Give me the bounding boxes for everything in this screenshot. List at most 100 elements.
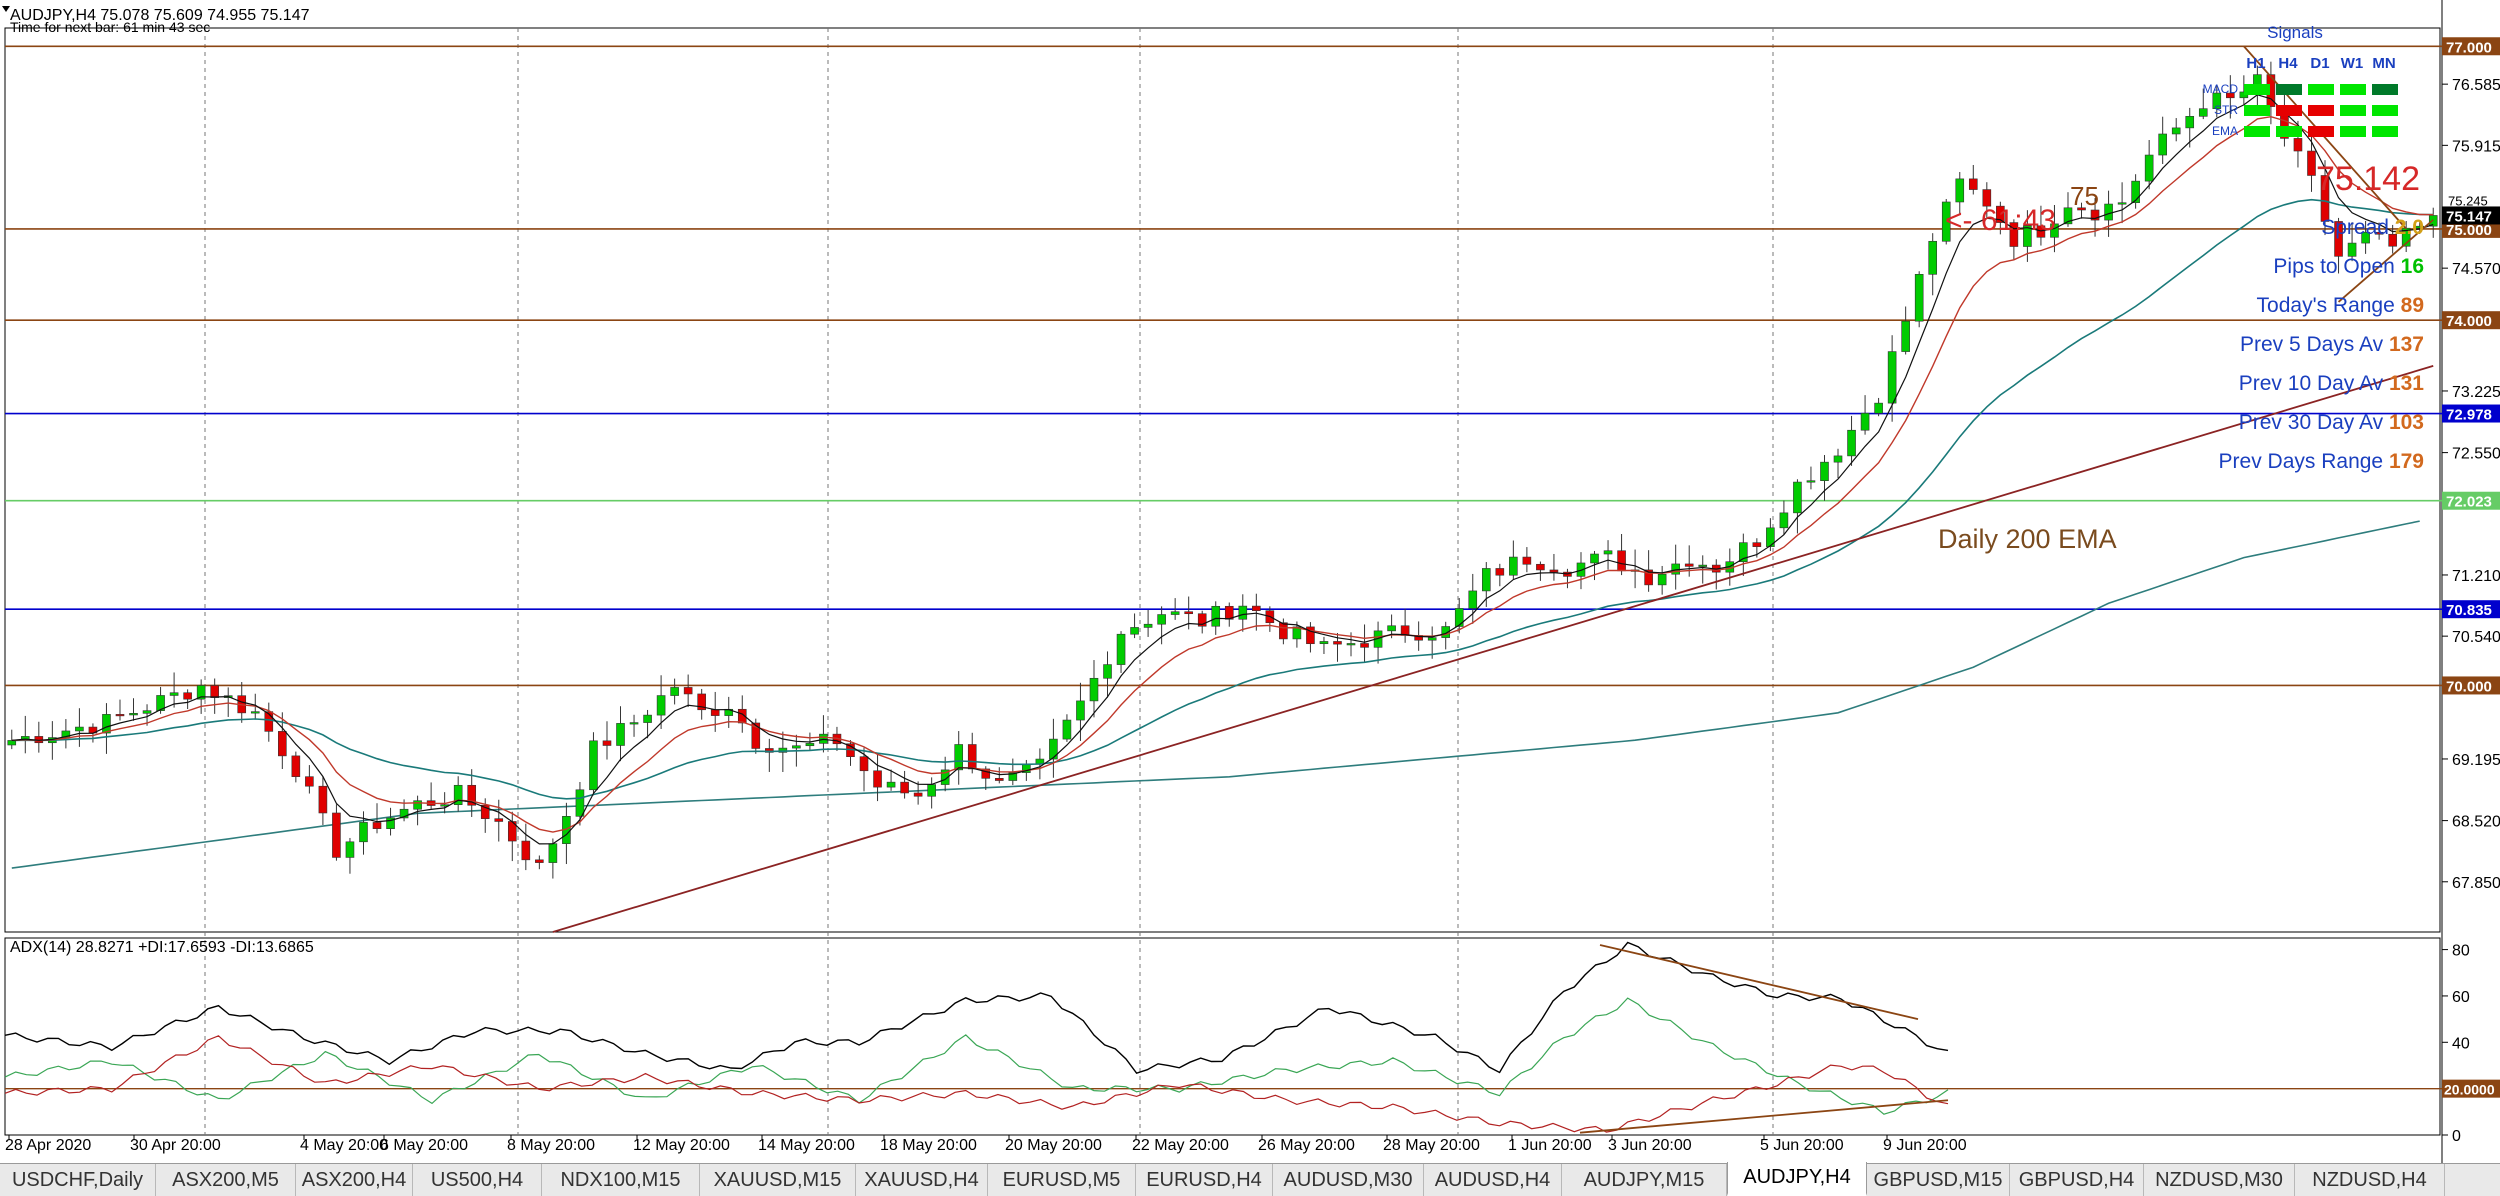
candle-body bbox=[1955, 178, 1965, 203]
candle-body bbox=[2023, 225, 2032, 247]
candle-body bbox=[602, 740, 612, 746]
candle-body bbox=[792, 745, 801, 749]
time-axis-label: 5 Jun 20:00 bbox=[1760, 1137, 1844, 1154]
candle-body bbox=[264, 711, 274, 732]
chart-tab-audjpy-m15[interactable]: AUDJPY,M15 bbox=[1562, 1164, 1727, 1196]
chart-tab-audjpy-h4[interactable]: AUDJPY,H4 bbox=[1727, 1162, 1867, 1196]
candle-body bbox=[372, 822, 382, 829]
candle-body bbox=[480, 804, 490, 819]
candle-body bbox=[129, 713, 138, 716]
time-axis-label: 8 May 20:00 bbox=[507, 1137, 595, 1154]
candle-body bbox=[1387, 625, 1396, 632]
candle-body bbox=[142, 710, 152, 714]
candle-body bbox=[2131, 180, 2140, 204]
signals-timeframe-mn: MN bbox=[2372, 55, 2395, 72]
candle-body bbox=[1522, 556, 1532, 565]
reference-level-label: 72.023 bbox=[2446, 494, 2492, 511]
candle-body bbox=[359, 822, 368, 843]
candle-body bbox=[1739, 542, 1748, 563]
ema-fast-line bbox=[11, 94, 2434, 845]
candle-body bbox=[2361, 231, 2370, 244]
candle-body bbox=[751, 722, 761, 749]
price-tick-label: 76.585 bbox=[2452, 77, 2500, 94]
info-row-value: 137 bbox=[2389, 333, 2424, 356]
candle-body bbox=[1103, 664, 1112, 679]
candle-body bbox=[535, 859, 544, 863]
candle-body bbox=[345, 841, 355, 858]
chart-tab-eurusd-h4[interactable]: EURUSD,H4 bbox=[1136, 1164, 1273, 1196]
signal-cell bbox=[2276, 84, 2302, 95]
candle-body bbox=[1982, 189, 1992, 207]
info-row: Prev 30 Day Av 103 bbox=[2239, 411, 2424, 434]
chart-tab-xauusd-h4[interactable]: XAUUSD,H4 bbox=[856, 1164, 988, 1196]
signals-row-label: STR bbox=[2214, 103, 2238, 117]
candle-body bbox=[453, 784, 463, 805]
adx-support-line[interactable] bbox=[1579, 1099, 1949, 1134]
candle-body bbox=[210, 685, 219, 698]
indicator-tick-label: 60 bbox=[2452, 989, 2470, 1006]
chart-tab-audusd-m30[interactable]: AUDUSD,M30 bbox=[1273, 1164, 1424, 1196]
bar-timer-text: Time for next bar: 61 min 43 sec bbox=[10, 19, 210, 35]
chart-tab-gbpusd-h4[interactable]: GBPUSD,H4 bbox=[2010, 1164, 2144, 1196]
signal-cell bbox=[2340, 126, 2366, 137]
candle-body bbox=[1008, 772, 1018, 781]
candle-body bbox=[2307, 150, 2316, 176]
signal-cell bbox=[2372, 84, 2398, 95]
time-axis-label: 22 May 20:00 bbox=[1132, 1137, 1229, 1154]
chart-tab-us500-h4[interactable]: US500,H4 bbox=[413, 1164, 542, 1196]
candle-body bbox=[900, 781, 909, 794]
candle-body bbox=[2104, 203, 2113, 221]
ask-price-label: 75.245 bbox=[2448, 193, 2488, 208]
chart-tab-ndx100-m15[interactable]: NDX100,M15 bbox=[542, 1164, 700, 1196]
candle-body bbox=[913, 792, 923, 797]
candle-body bbox=[710, 709, 720, 716]
candle-body bbox=[413, 800, 422, 810]
chart-tab-nzdusd-h4[interactable]: NZDUSD,H4 bbox=[2295, 1164, 2445, 1196]
time-axis-label: 28 May 20:00 bbox=[1383, 1137, 1480, 1154]
price-tick-label: 75.915 bbox=[2452, 138, 2500, 155]
candle-body bbox=[1252, 605, 1261, 611]
info-row-value: 179 bbox=[2389, 450, 2424, 473]
reference-level-badge bbox=[2442, 404, 2500, 423]
signals-row-label: EMA bbox=[2212, 124, 2238, 138]
time-axis-label: 14 May 20:00 bbox=[758, 1137, 855, 1154]
chart-tab-usdchf-daily[interactable]: USDCHF,Daily bbox=[0, 1164, 156, 1196]
candle-body bbox=[278, 731, 287, 757]
triangle-lower-line[interactable] bbox=[2337, 219, 2434, 303]
signal-cell bbox=[2276, 126, 2302, 137]
signal-cell bbox=[2340, 105, 2366, 116]
candle-body bbox=[291, 755, 301, 777]
candle-body bbox=[115, 714, 125, 717]
candle-body bbox=[1766, 527, 1775, 547]
chart-tab-xauusd-m15[interactable]: XAUUSD,M15 bbox=[700, 1164, 856, 1196]
triangle-upper-line[interactable] bbox=[2243, 45, 2407, 230]
candle-body bbox=[1887, 351, 1897, 404]
chart-tab-audusd-h4[interactable]: AUDUSD,H4 bbox=[1424, 1164, 1562, 1196]
candle-body bbox=[2077, 207, 2086, 211]
candle-body bbox=[2185, 116, 2195, 129]
chart-tab-asx200-m5[interactable]: ASX200,M5 bbox=[156, 1164, 296, 1196]
candle-body bbox=[1657, 573, 1667, 586]
chart-tab-asx200-h4[interactable]: ASX200,H4 bbox=[296, 1164, 413, 1196]
chart-tab-nzdusd-m30[interactable]: NZDUSD,M30 bbox=[2144, 1164, 2295, 1196]
candle-body bbox=[589, 740, 598, 791]
info-row-label: Pips to Open bbox=[2273, 255, 2400, 278]
uptrend-line[interactable] bbox=[552, 364, 2434, 933]
price-tick-label: 74.570 bbox=[2452, 261, 2500, 278]
chart-tab-eurusd-m5[interactable]: EURUSD,M5 bbox=[988, 1164, 1136, 1196]
candle-body bbox=[2347, 242, 2357, 257]
candle-body bbox=[670, 687, 679, 696]
chart-tab-gbpusd-m15[interactable]: GBPUSD,M15 bbox=[1867, 1164, 2010, 1196]
candle-body bbox=[2009, 222, 2019, 247]
signal-cell bbox=[2372, 126, 2398, 137]
candle-body bbox=[629, 722, 639, 725]
price-tick-label: 70.540 bbox=[2452, 629, 2500, 646]
info-row-label: Prev 5 Days Av bbox=[2240, 333, 2389, 356]
candle-body bbox=[1914, 274, 1924, 322]
adx-divergence-line[interactable] bbox=[1599, 944, 1919, 1020]
candle-body bbox=[1157, 614, 1166, 625]
candle-body bbox=[1833, 455, 1843, 463]
candle-body bbox=[1820, 461, 1829, 482]
dropdown-triangle-icon[interactable] bbox=[2, 6, 10, 12]
